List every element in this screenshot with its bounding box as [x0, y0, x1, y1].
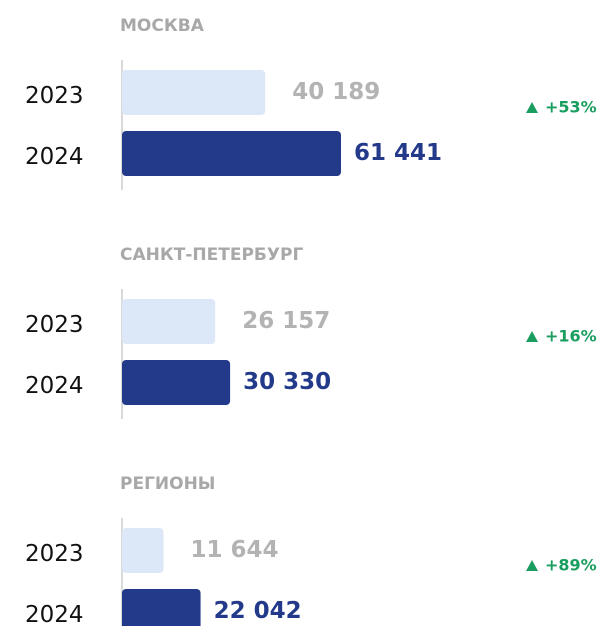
bar [122, 589, 201, 626]
year-label: 2023 [25, 312, 84, 338]
value-label: 61 441 [354, 140, 442, 166]
change-label: +89% [545, 556, 597, 575]
year-label: 2024 [25, 373, 84, 399]
bar [122, 528, 164, 573]
up-arrow [526, 102, 538, 113]
year-label: 2023 [25, 541, 84, 567]
change-label: +16% [545, 327, 597, 346]
bar [122, 299, 216, 344]
value-label: 22 042 [214, 598, 302, 624]
up-arrow [526, 331, 538, 342]
value-label: 11 644 [191, 537, 279, 563]
year-label: 2024 [25, 602, 84, 626]
value-label: 26 157 [242, 308, 330, 334]
value-label: 30 330 [243, 369, 331, 395]
group-title: РЕГИОНЫ [120, 474, 215, 494]
change-label: +53% [545, 98, 597, 117]
bar [122, 131, 341, 176]
group-title: МОСКВА [120, 16, 205, 36]
up-arrow [526, 560, 538, 571]
year-label: 2023 [25, 83, 84, 109]
bar [122, 70, 266, 115]
value-label: 40 189 [292, 79, 380, 105]
year-label: 2024 [25, 144, 84, 170]
group-title: САНКТ-ПЕТЕРБУРГ [120, 245, 303, 265]
bar [122, 360, 231, 405]
